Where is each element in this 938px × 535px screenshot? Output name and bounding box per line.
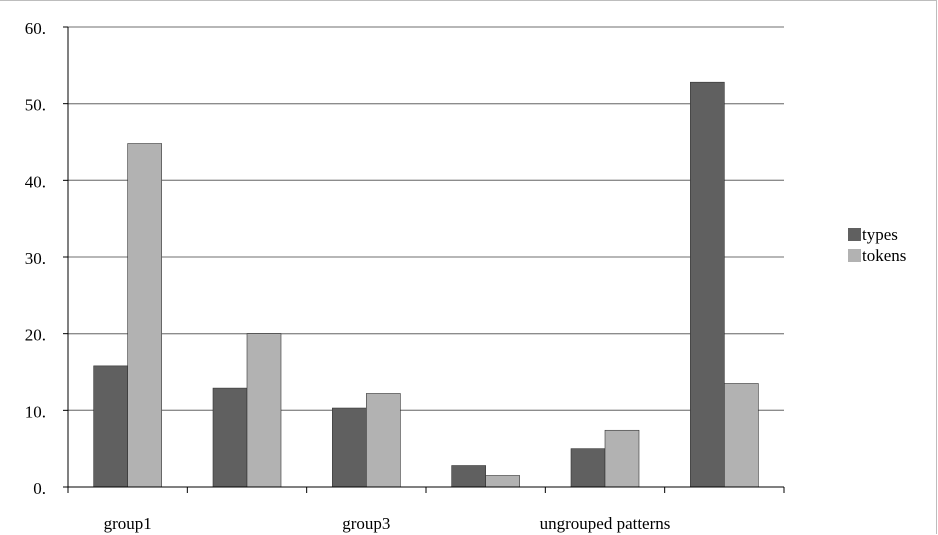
x-category-label: ungrouped patterns (540, 514, 671, 533)
legend-label-tokens: tokens (862, 246, 906, 265)
legend-swatch-tokens (848, 249, 861, 262)
legend-label-types: types (862, 225, 898, 244)
bar-tokens (366, 393, 401, 488)
bar-tokens (127, 143, 162, 488)
bar-types (570, 448, 606, 488)
bar-types (451, 465, 486, 488)
bar-tokens (604, 429, 640, 488)
y-tick-label: 20. (25, 326, 46, 345)
y-tick-label: 60. (25, 19, 46, 38)
bar-types (93, 365, 128, 488)
x-category-label: group3 (342, 514, 390, 533)
bar-tokens (724, 383, 759, 488)
y-tick-label: 30. (25, 249, 46, 268)
y-tick-label: 50. (25, 96, 46, 115)
bar-types (212, 387, 248, 488)
bar-types (332, 407, 367, 488)
bar-types (690, 81, 725, 488)
y-tick-label: 10. (25, 402, 46, 421)
bar-tokens (485, 475, 520, 488)
y-tick-label: 40. (25, 172, 46, 191)
bar-tokens (246, 333, 282, 488)
legend-swatch-types (848, 228, 861, 241)
y-tick-label: 0. (33, 479, 46, 498)
x-category-label: group1 (104, 514, 152, 533)
